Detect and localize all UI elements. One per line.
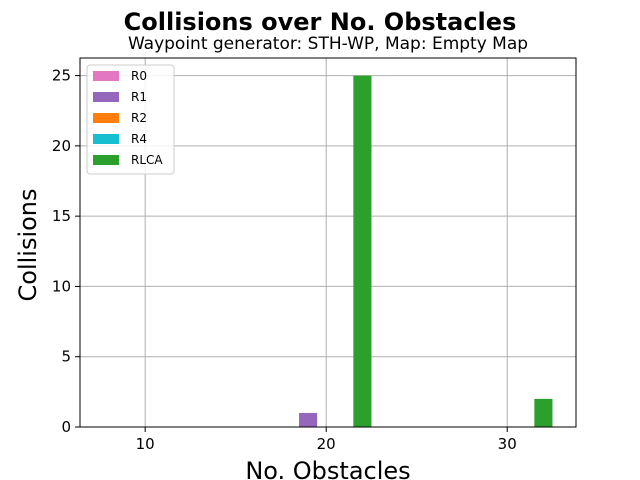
x-axis-ticks: 10 20 30	[136, 427, 517, 453]
bars	[299, 75, 553, 428]
bar-rlca-20	[353, 75, 372, 428]
y-tick-label: 0	[61, 418, 71, 436]
legend-swatch-r0	[93, 71, 119, 81]
legend: R0 R1 R2 R4 RLCA	[86, 64, 175, 175]
legend-swatch-rlca	[93, 155, 119, 165]
plot-frame	[79, 57, 577, 428]
legend-swatch-r2	[93, 113, 119, 123]
legend-label-r2: R2	[131, 111, 147, 125]
legend-swatch-r1	[93, 92, 119, 102]
bar-r1-20	[299, 412, 318, 427]
y-tick-label: 15	[52, 207, 71, 225]
x-tick-label: 20	[317, 435, 336, 453]
chart-subtitle: Waypoint generator: STH-WP, Map: Empty M…	[128, 34, 528, 54]
x-axis-label: No. Obstacles	[245, 457, 410, 480]
y-tick-label: 5	[61, 348, 71, 366]
x-tick-label: 30	[498, 435, 517, 453]
y-tick-label: 20	[52, 137, 71, 155]
y-axis-ticks: 0 5 10 15 20 25	[52, 67, 80, 436]
legend-swatch-r4	[93, 134, 119, 144]
chart-title: Collisions over No. Obstacles	[124, 8, 517, 36]
legend-label-r1: R1	[131, 90, 147, 104]
x-tick-label: 10	[136, 435, 155, 453]
y-axis-label: Collisions	[14, 188, 42, 301]
y-tick-label: 25	[52, 67, 71, 85]
legend-label-r4: R4	[131, 132, 147, 146]
legend-label-rlca: RLCA	[131, 153, 163, 167]
legend-label-r0: R0	[131, 69, 147, 83]
bar-rlca-30	[534, 398, 553, 427]
y-tick-label: 10	[52, 277, 71, 295]
